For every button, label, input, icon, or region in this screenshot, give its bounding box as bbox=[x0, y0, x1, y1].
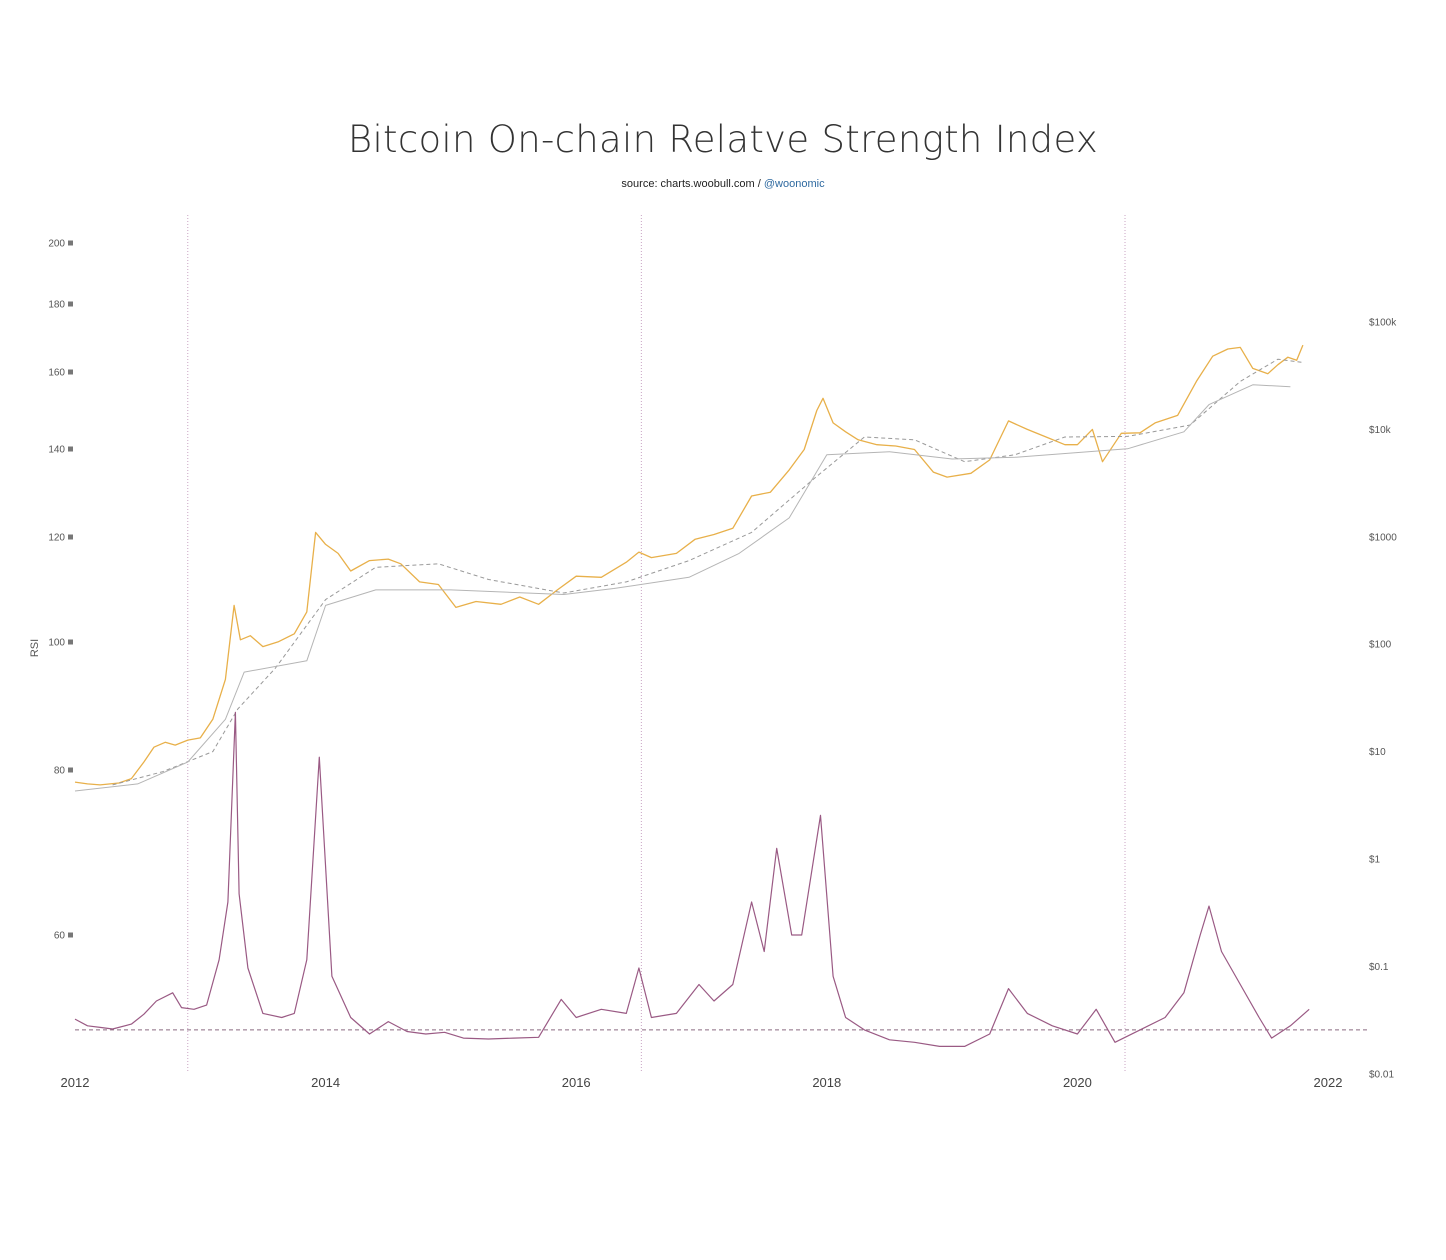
series-price-line bbox=[74, 344, 1304, 786]
left-tick-label: 80 bbox=[54, 766, 66, 777]
x-tick-label: 2020 bbox=[1063, 1075, 1092, 1090]
right-tick-label: $1000 bbox=[1369, 532, 1397, 543]
x-tick-label: 2022 bbox=[1314, 1075, 1343, 1090]
left-tick-label: 140 bbox=[48, 445, 65, 456]
chart-title: Bitcoin On-chain Relatve Strength Index bbox=[347, 118, 1099, 161]
x-tick-label: 2012 bbox=[61, 1075, 90, 1090]
series-price-ma-line bbox=[112, 358, 1303, 786]
left-tick-marker bbox=[68, 301, 73, 307]
left-tick-label: 60 bbox=[54, 931, 66, 942]
right-tick-label: $10 bbox=[1369, 747, 1386, 758]
left-tick-label: 180 bbox=[48, 300, 65, 311]
source-handle-link[interactable]: @woonomic bbox=[763, 178, 825, 190]
left-tick-marker bbox=[68, 932, 73, 938]
left-tick-marker bbox=[68, 534, 73, 540]
right-tick-label: $0.1 bbox=[1369, 962, 1389, 973]
x-tick-label: 2018 bbox=[812, 1075, 841, 1090]
left-tick-label: 120 bbox=[48, 533, 65, 544]
right-tick-label: $0.01 bbox=[1369, 1069, 1394, 1080]
right-tick-label: $100k bbox=[1369, 318, 1397, 329]
left-tick-marker bbox=[68, 639, 73, 645]
right-tick-label: $1 bbox=[1369, 855, 1381, 866]
left-tick-label: 200 bbox=[48, 239, 65, 250]
right-tick-label: $10k bbox=[1369, 425, 1392, 436]
left-tick-label: 100 bbox=[48, 638, 65, 649]
left-tick-marker bbox=[68, 369, 73, 375]
chart-source: source: charts.woobull.com / @woonomic bbox=[0, 178, 1446, 190]
left-tick-marker bbox=[68, 767, 73, 773]
x-axis: 2012 2014 2016 2018 2020 2022 bbox=[61, 1075, 1343, 1090]
left-tick-marker bbox=[68, 446, 73, 452]
x-tick-label: 2014 bbox=[311, 1075, 340, 1090]
left-tick-marker bbox=[68, 240, 73, 246]
source-text: source: charts.woobull.com / bbox=[621, 178, 764, 190]
right-axis: $100k $10k $1000 $100 $10 $1 $0.1 $0.01 bbox=[1369, 318, 1397, 1081]
series-price-realized-line bbox=[74, 384, 1291, 792]
right-tick-label: $100 bbox=[1369, 640, 1392, 651]
series-rsi-line bbox=[74, 711, 1310, 1047]
x-tick-label: 2016 bbox=[562, 1075, 591, 1090]
left-tick-label: 160 bbox=[48, 368, 65, 379]
y-axis-label: RSI bbox=[29, 639, 41, 657]
series-layer bbox=[74, 344, 1368, 1047]
left-axis: 200 180 160 140 120 100 80 60 bbox=[48, 239, 73, 942]
event-lines bbox=[187, 215, 1126, 1073]
